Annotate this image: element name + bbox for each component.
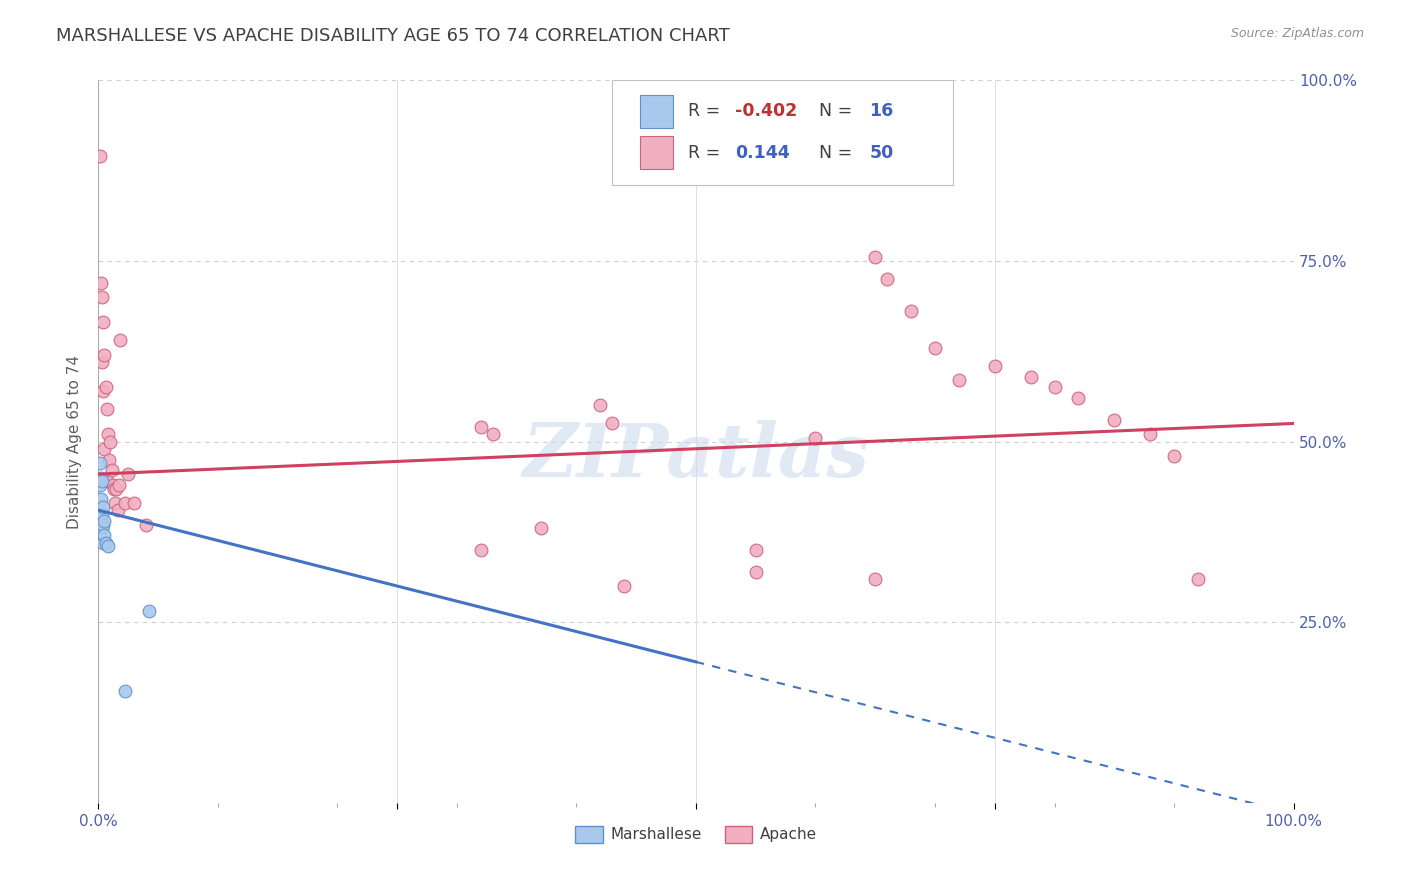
Text: 16: 16 (869, 103, 893, 120)
Point (1043, 380, 1066, 394)
Point (91, 475, 114, 489)
Point (93, 514, 115, 528)
Point (91, 517, 114, 532)
Point (124, 496, 146, 510)
Point (948, 373, 970, 387)
Text: 50: 50 (869, 144, 893, 161)
Text: N =: N = (820, 144, 858, 161)
Point (93, 348, 115, 362)
Point (470, 542, 492, 557)
Point (876, 272, 898, 286)
Point (104, 496, 127, 510)
FancyBboxPatch shape (613, 80, 953, 185)
Point (114, 496, 136, 510)
Text: R =: R = (688, 103, 725, 120)
Point (865, 572, 887, 586)
Point (481, 427, 505, 442)
Point (91, 521, 114, 535)
Point (89, 149, 111, 163)
Point (117, 467, 139, 481)
Point (1139, 427, 1161, 442)
FancyBboxPatch shape (640, 95, 673, 128)
Point (91, 290, 114, 304)
Point (602, 417, 624, 431)
Point (107, 503, 129, 517)
Text: -0.402: -0.402 (735, 103, 797, 120)
Point (97, 427, 120, 442)
Point (865, 250, 887, 264)
Point (94, 535, 117, 549)
Point (1104, 413, 1126, 427)
Point (470, 420, 492, 434)
Point (98, 434, 122, 449)
Point (97, 539, 120, 553)
Point (589, 398, 612, 412)
Point (1187, 572, 1209, 586)
Point (530, 521, 553, 535)
Point (100, 463, 122, 477)
FancyBboxPatch shape (640, 136, 673, 169)
Point (90, 470, 112, 484)
Text: Source: ZipAtlas.com: Source: ZipAtlas.com (1230, 27, 1364, 40)
Y-axis label: Disability Age 65 to 74: Disability Age 65 to 74 (67, 354, 83, 529)
Point (90, 276, 112, 290)
Point (93, 528, 115, 542)
Point (96, 402, 118, 417)
Text: R =: R = (688, 144, 725, 161)
Point (900, 304, 922, 318)
Point (91, 384, 114, 398)
Point (745, 565, 768, 579)
Point (114, 683, 136, 698)
Point (135, 517, 157, 532)
Point (94, 380, 117, 394)
Point (93, 442, 115, 456)
Text: 0.144: 0.144 (735, 144, 790, 161)
Legend: Marshallese, Apache: Marshallese, Apache (569, 820, 823, 849)
Point (613, 579, 636, 593)
Point (91, 507, 114, 521)
Point (107, 478, 129, 492)
Point (984, 359, 1007, 373)
Point (98, 452, 121, 467)
Point (89, 456, 111, 470)
Point (103, 482, 125, 496)
Point (89, 478, 111, 492)
Point (90, 492, 112, 507)
Point (1163, 449, 1185, 463)
Text: MARSHALLESE VS APACHE DISABILITY AGE 65 TO 74 CORRELATION CHART: MARSHALLESE VS APACHE DISABILITY AGE 65 … (56, 27, 730, 45)
Point (91, 535, 114, 549)
Point (108, 334, 131, 348)
Text: N =: N = (820, 103, 858, 120)
Point (91, 315, 114, 329)
Point (1067, 391, 1090, 405)
Point (105, 482, 128, 496)
Text: ZIPatlas: ZIPatlas (523, 420, 869, 492)
Point (745, 542, 768, 557)
Point (804, 431, 827, 445)
Point (91, 500, 114, 514)
Point (1019, 369, 1042, 384)
Point (91, 355, 114, 369)
Point (924, 341, 946, 355)
Point (96, 475, 118, 489)
Point (101, 478, 124, 492)
Point (138, 604, 160, 618)
